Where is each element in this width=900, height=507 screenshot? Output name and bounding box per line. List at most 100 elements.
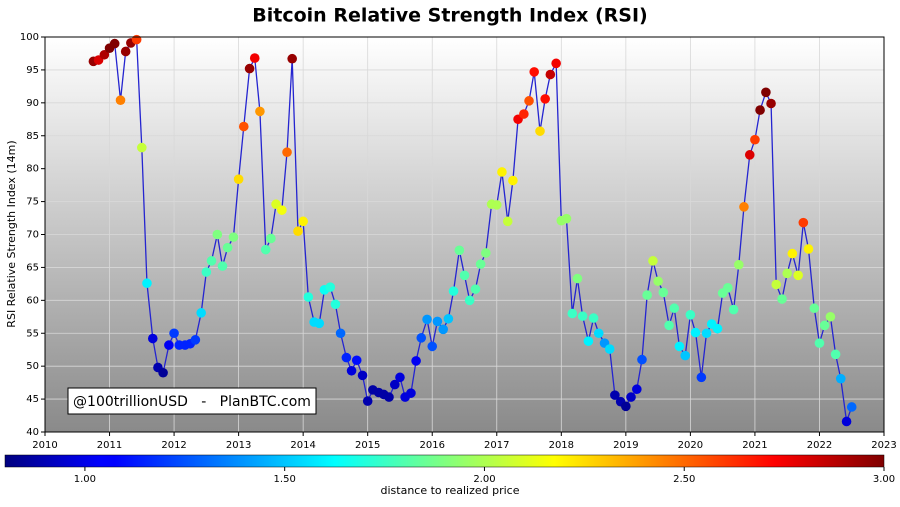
rsi-point: [406, 388, 416, 398]
x-tick-label: 2013: [226, 440, 251, 451]
y-tick-label: 40: [26, 427, 39, 438]
rsi-point: [642, 290, 652, 300]
rsi-point: [206, 256, 217, 266]
rsi-point: [115, 95, 126, 105]
rsi-point: [459, 270, 470, 281]
colorbar-tick-label: 3.00: [873, 474, 895, 485]
rsi-point: [593, 328, 604, 339]
x-tick-label: 2020: [678, 440, 703, 451]
rsi-point: [330, 299, 341, 310]
x-tick-label: 2019: [613, 440, 638, 451]
rsi-point: [771, 279, 782, 290]
rsi-point: [228, 232, 239, 242]
rsi-point: [325, 282, 336, 292]
rsi-point: [782, 268, 792, 279]
rsi-point: [632, 384, 642, 395]
y-tick-label: 85: [26, 131, 39, 142]
rsi-point: [427, 341, 438, 352]
colorbar-tick-label: 1.00: [74, 474, 96, 485]
rsi-point: [131, 34, 142, 45]
colorbar-tick-label: 2.00: [473, 474, 495, 485]
y-tick-label: 65: [26, 262, 39, 273]
rsi-point: [164, 340, 174, 350]
rsi-point: [464, 295, 475, 306]
x-tick-label: 2023: [871, 440, 896, 451]
y-tick-label: 45: [26, 394, 39, 405]
rsi-point: [572, 273, 583, 284]
rsi-point: [733, 259, 744, 270]
rsi-point: [841, 416, 852, 427]
rsi-point: [169, 328, 179, 339]
rsi-point: [761, 87, 771, 98]
rsi-point: [335, 328, 346, 339]
rsi-point: [233, 174, 244, 184]
rsi-point: [819, 320, 830, 331]
rsi-point: [384, 392, 394, 402]
rsi-point: [690, 327, 701, 338]
rsi-point: [351, 355, 362, 366]
rsi-point: [120, 46, 131, 57]
rsi-point: [260, 244, 271, 255]
rsi-point: [739, 202, 749, 212]
rsi-point: [561, 213, 572, 224]
y-tick-label: 100: [20, 32, 39, 43]
y-tick-label: 55: [26, 328, 39, 339]
rsi-point: [777, 294, 787, 304]
rsi-point: [217, 261, 228, 271]
y-tick-label: 60: [26, 295, 39, 306]
rsi-point: [470, 284, 481, 294]
rsi-point: [793, 270, 803, 281]
rsi-point: [443, 313, 454, 324]
rsi-point: [201, 267, 212, 277]
plot-frame: [44, 36, 885, 433]
rsi-point: [438, 324, 449, 335]
rsi-point: [341, 352, 352, 363]
colorbar-tick-label: 2.50: [673, 474, 695, 485]
rsi-point: [416, 333, 427, 343]
y-tick-label: 90: [26, 98, 39, 109]
rsi-point: [809, 303, 820, 314]
rsi-point: [755, 105, 765, 115]
rsi-point: [298, 216, 308, 227]
rsi-point: [648, 256, 658, 266]
rsi-point: [502, 216, 513, 227]
chart-title: Bitcoin Relative Strength Index (RSI): [252, 5, 647, 27]
rsi-point: [244, 63, 255, 74]
rsi-point: [637, 354, 647, 365]
x-tick-label: 2010: [32, 440, 57, 451]
rsi-point: [529, 67, 540, 77]
rsi-point: [411, 356, 421, 366]
x-tick-label: 2022: [807, 440, 832, 451]
rsi-point: [249, 53, 260, 63]
rsi-point: [664, 320, 674, 331]
rsi-point: [535, 126, 545, 136]
rsi-point: [685, 310, 696, 320]
rsi-point: [830, 349, 841, 360]
rsi-point: [723, 283, 733, 293]
rsi-point: [448, 286, 459, 296]
rsi-point: [99, 49, 110, 60]
rsi-point: [583, 336, 594, 346]
rsi-point: [196, 308, 206, 318]
rsi-point: [674, 341, 685, 352]
rsi-point: [653, 276, 663, 287]
rsi-point: [604, 344, 615, 354]
rsi-point: [696, 372, 707, 383]
rsi-point: [567, 308, 578, 319]
rsi-point: [545, 69, 556, 80]
rsi-point: [362, 396, 373, 406]
rsi-point: [798, 217, 809, 228]
rsi-point: [669, 303, 680, 314]
rsi-point: [109, 38, 120, 49]
rsi-point: [475, 259, 486, 269]
rsi-point: [357, 370, 368, 381]
rsi-point: [626, 392, 636, 402]
rsi-point: [508, 175, 518, 186]
rsi-point: [190, 335, 201, 345]
rsi-point: [255, 106, 265, 117]
y-axis-label: RSI Relative Strength Index (14m): [5, 140, 18, 327]
rsi-point: [282, 147, 292, 158]
rsi-point: [277, 205, 287, 215]
x-tick-label: 2012: [161, 440, 186, 451]
rsi-point: [422, 314, 432, 325]
